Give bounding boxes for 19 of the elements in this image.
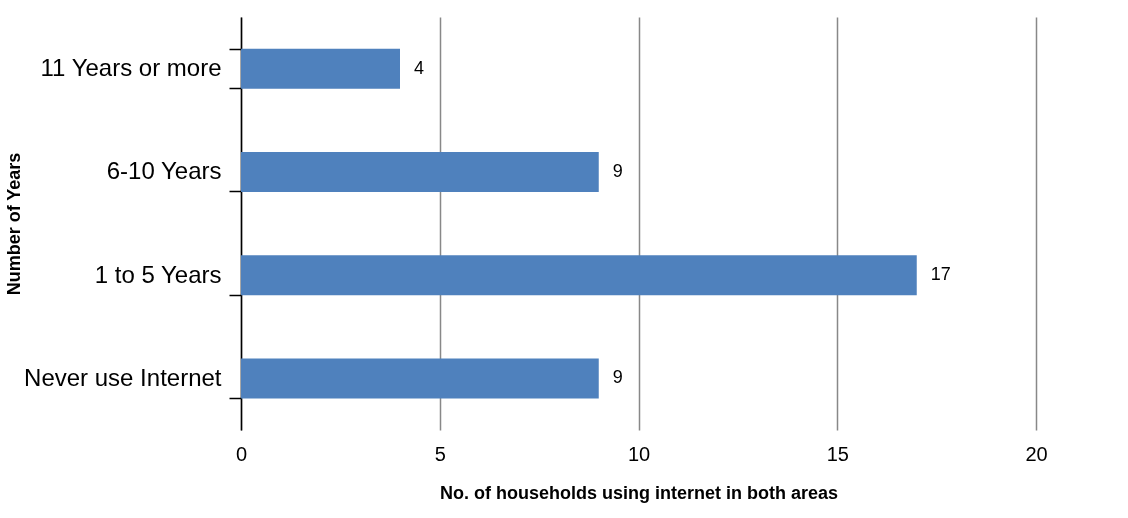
y-tick-label: 6-10 Years	[106, 157, 222, 185]
x-tick-label: 0	[235, 442, 248, 465]
data-label: 4	[414, 57, 425, 78]
y-axis-title: Number of Years	[3, 152, 24, 296]
y-tick-label: 1 to 5 Years	[94, 260, 222, 288]
x-tick-label: 15	[826, 442, 849, 465]
y-tick-label: Never use Internet	[24, 363, 222, 391]
y-tick-label: 11 Years or more	[40, 54, 222, 82]
data-label: 17	[930, 264, 951, 285]
x-tick-label: 20	[1025, 442, 1048, 465]
x-axis-title: No. of households using internet in both areas	[439, 482, 839, 503]
data-label: 9	[612, 160, 623, 181]
bar	[241, 48, 400, 89]
x-tick-label: 10	[627, 442, 651, 465]
bar	[241, 255, 917, 296]
x-tick-label: 5	[434, 442, 446, 465]
bar	[241, 358, 599, 399]
data-label: 9	[612, 367, 623, 388]
bar	[241, 151, 599, 192]
